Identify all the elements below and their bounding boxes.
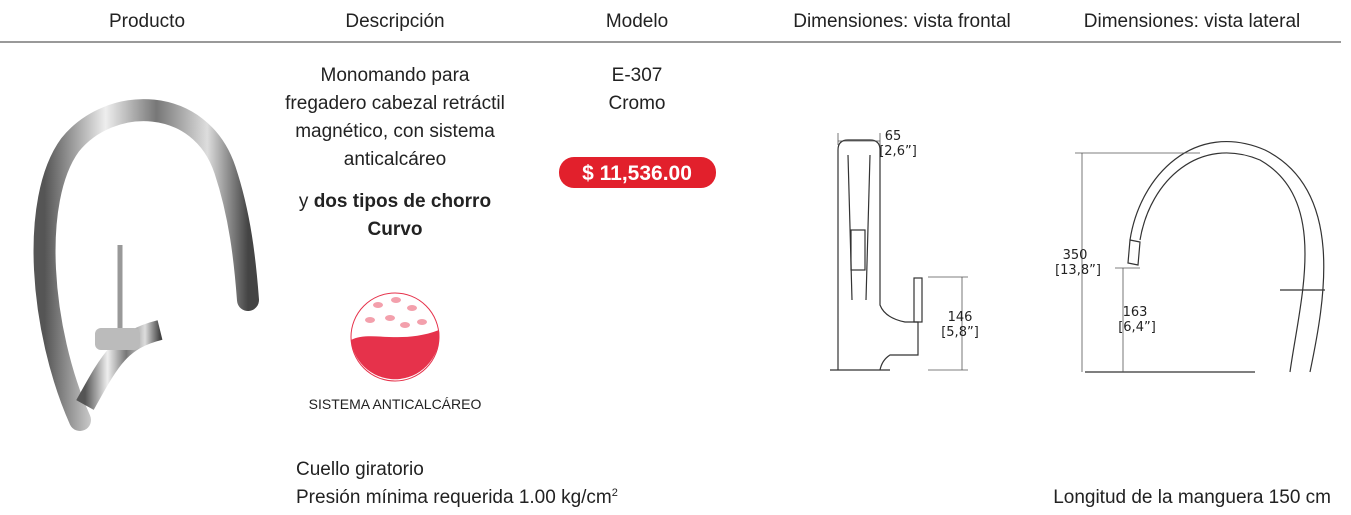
description-line: magnético, con sistema (295, 121, 495, 142)
dimension-label: 163 (1123, 305, 1148, 320)
side-view-drawing (1075, 141, 1325, 373)
badge-caption: SISTEMA ANTICALCÁREO (309, 396, 482, 412)
note: Cuello giratorio (296, 459, 424, 480)
model-finish: Cromo (608, 93, 665, 114)
dimension-label: 350 (1063, 248, 1088, 263)
column-header: Dimensiones: vista lateral (1084, 11, 1300, 32)
dimension-label: [2,6”] (879, 144, 917, 159)
dimension-label: [5,8”] (941, 325, 979, 340)
price: $ 11,536.00 (582, 162, 692, 185)
dimension-label: 146 (948, 310, 973, 325)
description-line: anticalcáreo (344, 149, 446, 170)
note: Presión mínima requerida 1.00 kg/cm2 (296, 487, 618, 508)
description-prefix: y (299, 191, 309, 212)
description-bold: dos tipos de chorro (314, 191, 491, 212)
column-header: Producto (109, 11, 185, 32)
description-line: fregadero cabezal retráctil (285, 93, 505, 114)
dimension-label: 65 (885, 129, 902, 144)
note: Longitud de la manguera 150 cm (1053, 487, 1331, 508)
product-photo (33, 99, 259, 431)
description-line: Monomando para (321, 65, 470, 86)
description-bold: Curvo (368, 219, 423, 240)
column-header: Descripción (345, 11, 444, 32)
front-view-drawing (830, 133, 968, 371)
note-text: Presión mínima requerida 1.00 kg/cm (296, 487, 612, 508)
dimension-label: [6,4”] (1118, 320, 1156, 335)
column-header: Dimensiones: vista frontal (793, 11, 1011, 32)
anticalc-icon (350, 292, 440, 382)
superscript: 2 (612, 487, 618, 499)
column-header: Modelo (606, 11, 668, 32)
description-line: y dos tipos de chorro (299, 191, 491, 212)
price-badge (559, 157, 716, 188)
dimension-label: [13,8”] (1055, 263, 1101, 278)
model-code: E-307 (612, 65, 663, 86)
